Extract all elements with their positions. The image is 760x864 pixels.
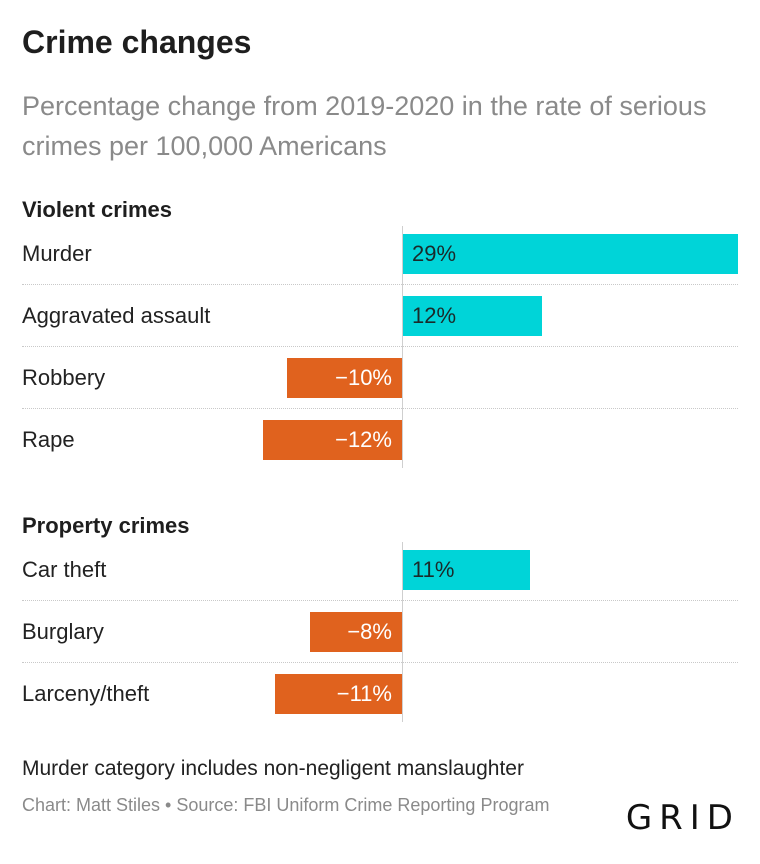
row-divider (22, 408, 738, 409)
chart-subtitle: Percentage change from 2019-2020 in the … (22, 91, 707, 161)
category-label: Aggravated assault (22, 303, 211, 328)
bar-row: Burglary −8% (0, 612, 760, 674)
category-label: Robbery (22, 365, 106, 390)
bar (309, 612, 402, 652)
value-label: 12% (412, 303, 457, 328)
category-label: Larceny/theft (22, 681, 150, 706)
source-credit: Chart: Matt Stiles • Source: FBI Uniform… (22, 795, 550, 815)
section-heading: Violent crimes (22, 197, 172, 222)
bar-row: Murder 29% (0, 234, 760, 296)
section-heading: Property crimes (22, 513, 190, 538)
value-label: 29% (412, 241, 457, 266)
bar-row: Car theft 11% (0, 550, 760, 612)
row-divider (22, 284, 738, 285)
category-label: Car theft (22, 557, 107, 582)
footnote: Murder category includes non-negligent m… (22, 757, 524, 780)
zero-axis-line (402, 226, 403, 468)
value-label: −12% (335, 427, 392, 452)
row-divider (22, 346, 738, 347)
bar (403, 234, 738, 274)
bar-row: Larceny/theft −11% (0, 674, 760, 736)
value-label: −8% (347, 619, 392, 644)
bar (403, 550, 531, 590)
bar (263, 420, 402, 460)
bar (403, 296, 542, 336)
value-label: −10% (335, 365, 392, 390)
value-label: 11% (412, 557, 455, 582)
bar-row: Rape −12% (0, 420, 760, 482)
bar (274, 674, 402, 714)
zero-axis-line (402, 542, 403, 722)
bar-row: Robbery −10% (0, 358, 760, 420)
grid-logo: GRID (625, 798, 740, 838)
category-label: Murder (22, 241, 92, 266)
bar (286, 358, 402, 398)
category-label: Burglary (22, 619, 104, 644)
chart-title: Crime changes (22, 24, 252, 60)
category-label: Rape (22, 427, 75, 452)
row-divider (22, 662, 738, 663)
value-label: −11% (336, 681, 392, 706)
row-divider (22, 600, 738, 601)
bar-row: Aggravated assault 12% (0, 296, 760, 358)
